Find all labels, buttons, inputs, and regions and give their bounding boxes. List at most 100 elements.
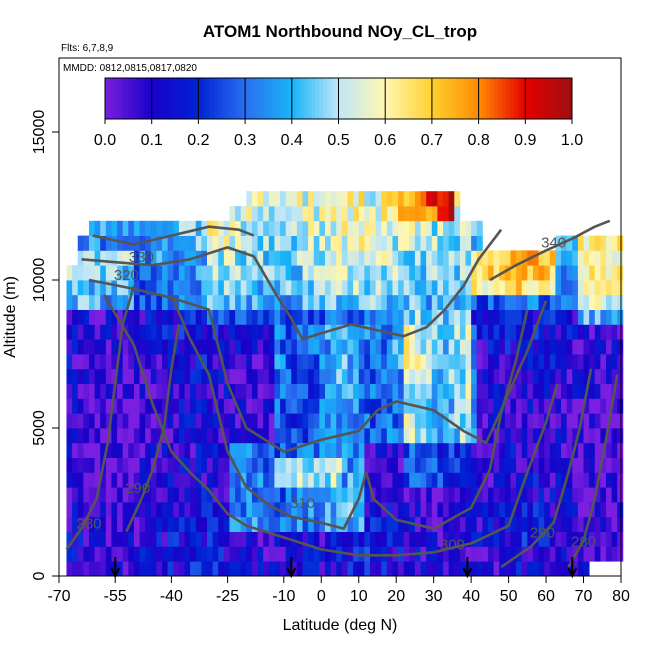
heat-cell (369, 383, 376, 399)
heat-cell (375, 206, 382, 222)
heat-cell (611, 442, 618, 458)
heat-cell (72, 265, 79, 281)
heat-cell (617, 368, 624, 384)
heat-cell (240, 531, 247, 547)
colorbar-segment (322, 78, 328, 119)
heat-cell (291, 487, 298, 503)
heat-cell (448, 339, 455, 355)
heat-cell (235, 502, 242, 518)
heat-cell (105, 487, 112, 503)
heat-cell (128, 265, 135, 281)
heat-cell (611, 398, 618, 414)
heat-cell (280, 220, 287, 236)
heat-cell (471, 502, 478, 518)
heat-cell (476, 457, 483, 473)
heat-cell (459, 235, 466, 251)
heat-cell (251, 398, 258, 414)
heat-cell (589, 294, 596, 310)
heat-cell (285, 324, 292, 340)
heat-cell (538, 487, 545, 503)
heat-cell (369, 250, 376, 266)
heat-cell (240, 546, 247, 562)
heat-cell (291, 472, 298, 488)
heat-cell (263, 531, 270, 547)
heat-cell (443, 206, 450, 222)
heat-cell (206, 457, 214, 473)
heat-cell (611, 324, 618, 340)
heat-cell (538, 309, 545, 325)
heat-cell (347, 191, 354, 207)
heat-cell (572, 354, 579, 370)
heat-cell (493, 309, 500, 325)
heat-cell (150, 487, 157, 503)
heat-cell (443, 383, 450, 399)
heat-cell (178, 546, 185, 562)
heat-cell (280, 235, 287, 251)
heat-cell (482, 324, 489, 340)
heat-cell (448, 235, 455, 251)
heat-cell (308, 516, 315, 532)
heat-cell (566, 472, 573, 488)
heat-cell (341, 502, 348, 518)
x-tick-label: -40 (160, 588, 183, 605)
heat-cell (206, 531, 214, 547)
heat-cell (510, 413, 517, 429)
heat-cell (516, 309, 523, 325)
heat-cell (83, 250, 90, 266)
heat-cell (482, 368, 489, 384)
heat-cell (409, 472, 416, 488)
heat-cell (510, 531, 517, 547)
heat-cell (364, 442, 371, 458)
heat-cell (240, 428, 247, 444)
heat-cell (201, 561, 208, 577)
heat-cell (386, 309, 393, 325)
heat-cell (572, 339, 579, 355)
heat-cell (381, 413, 388, 429)
heat-cell (178, 265, 185, 281)
heat-cell (448, 324, 455, 340)
heat-cell (139, 413, 146, 429)
heat-cell (173, 502, 180, 518)
heat-cell (291, 413, 298, 429)
heat-cell (319, 383, 326, 399)
heat-cell (117, 383, 124, 399)
heat-cell (583, 546, 590, 562)
heat-cell (527, 383, 534, 399)
heat-cell (499, 294, 506, 310)
heat-cell (409, 220, 416, 236)
heat-cell (100, 250, 107, 266)
heat-cell (257, 220, 264, 236)
heat-cell (403, 472, 410, 488)
heat-cell (246, 280, 253, 296)
heat-cell (392, 280, 399, 296)
colorbar-segment (568, 78, 573, 119)
heat-cell (218, 546, 225, 562)
heat-cell (117, 265, 124, 281)
heat-cell (77, 502, 84, 518)
heat-cell (583, 250, 590, 266)
heat-cell (448, 206, 455, 222)
heat-cell (319, 280, 326, 296)
heat-cell (150, 472, 157, 488)
heat-cell (274, 368, 281, 384)
heat-cell (100, 235, 107, 251)
heat-cell (454, 250, 461, 266)
heat-cell (302, 442, 309, 458)
heat-cell (319, 457, 326, 473)
heat-cell (566, 531, 573, 547)
heat-cell (487, 250, 495, 266)
heat-cell (330, 280, 337, 296)
heat-cell (594, 354, 601, 370)
heat-cell (589, 368, 596, 384)
heat-cell (302, 324, 309, 340)
heat-cell (504, 324, 511, 340)
heat-cell (403, 220, 410, 236)
heat-cell (128, 413, 135, 429)
heat-cell (167, 428, 174, 444)
heat-cell (229, 280, 236, 296)
heat-cell (600, 472, 607, 488)
heat-cell (251, 220, 258, 236)
heat-cell (150, 265, 157, 281)
heat-cell (66, 324, 73, 340)
heat-cell (111, 428, 118, 444)
